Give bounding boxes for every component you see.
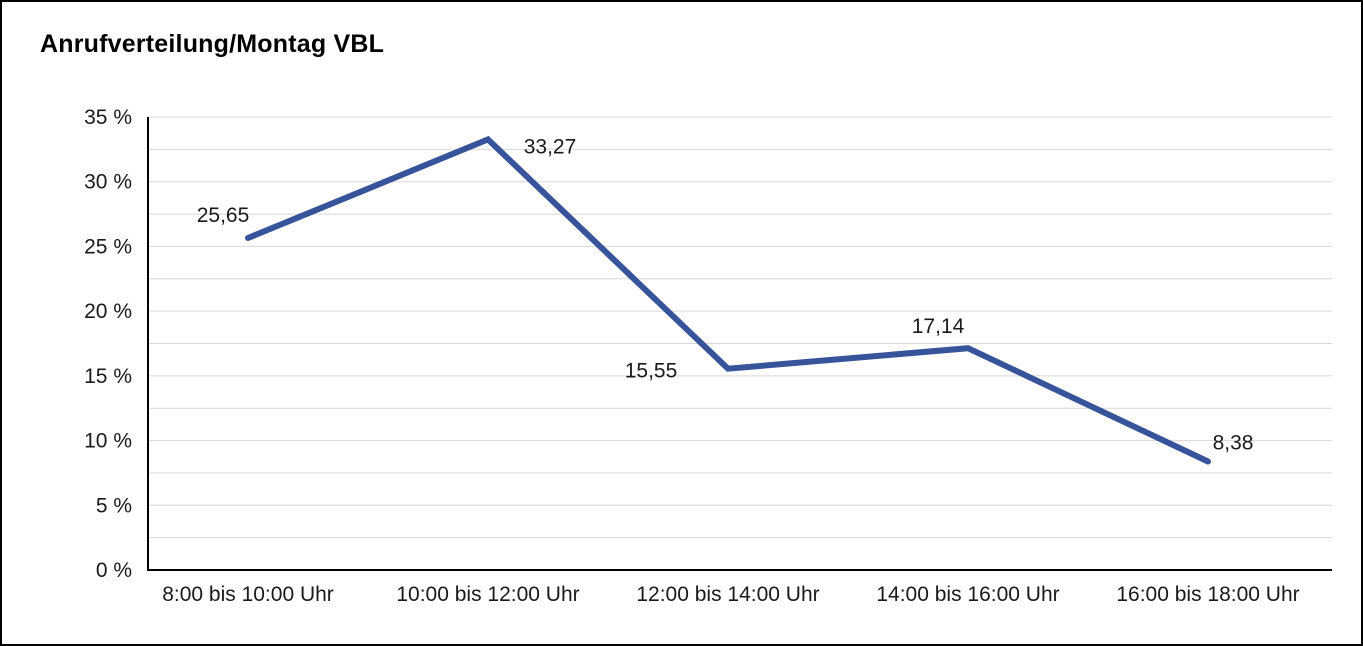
y-axis-tick-label: 10 % — [84, 430, 132, 453]
y-axis-tick-label: 15 % — [84, 365, 132, 388]
data-point-label: 8,38 — [1213, 432, 1254, 455]
chart-title: Anrufverteilung/Montag VBL — [40, 30, 385, 58]
y-axis-tick-label: 20 % — [84, 300, 132, 323]
x-axis-category-label: 14:00 bis 16:00 Uhr — [876, 583, 1059, 606]
x-axis-category-label: 10:00 bis 12:00 Uhr — [396, 583, 579, 606]
x-axis-category-label: 16:00 bis 18:00 Uhr — [1116, 583, 1299, 606]
y-axis-tick-label: 5 % — [96, 494, 132, 517]
y-axis-tick-label: 30 % — [84, 171, 132, 194]
data-point-label: 25,65 — [197, 204, 250, 227]
y-axis-tick-label: 35 % — [84, 106, 132, 129]
series-line — [245, 135, 1211, 465]
data-point-label: 33,27 — [524, 135, 577, 158]
x-axis-category-label: 12:00 bis 14:00 Uhr — [636, 583, 819, 606]
data-point-label: 15,55 — [625, 360, 678, 383]
y-axis-tick-label: 25 % — [84, 235, 132, 258]
x-axis-category-label: 8:00 bis 10:00 Uhr — [162, 583, 334, 606]
y-axis-tick-label: 0 % — [96, 559, 132, 582]
data-point-label: 17,14 — [912, 315, 965, 338]
